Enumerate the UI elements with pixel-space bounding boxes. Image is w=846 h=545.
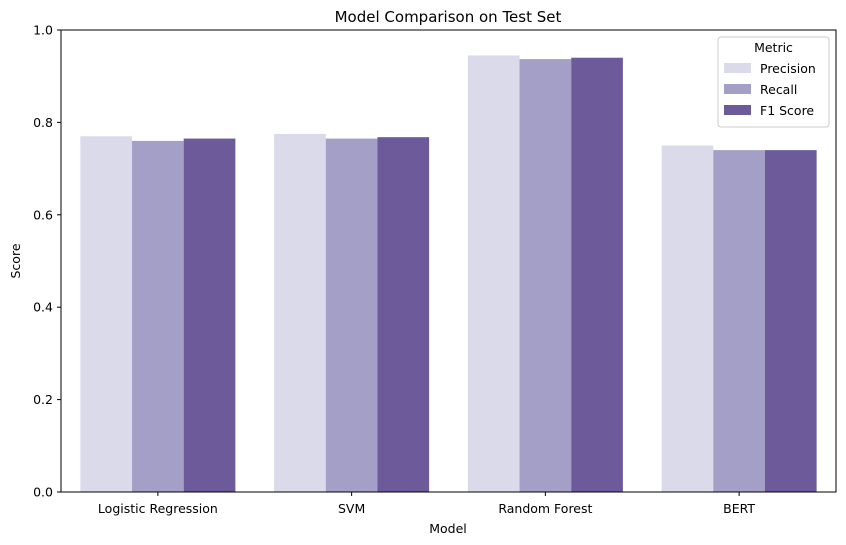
x-axis: Logistic Regression SVM Random Forest BERT	[98, 492, 755, 516]
legend-swatch	[724, 63, 751, 73]
x-axis-label: Model	[429, 521, 467, 536]
legend-entry: Recall	[760, 82, 797, 97]
y-tick-label: 0.4	[33, 300, 53, 315]
x-tick-label: BERT	[723, 501, 755, 516]
y-axis: 0.0 0.2 0.4 0.6 0.8 1.0	[33, 23, 61, 500]
bar	[764, 150, 817, 492]
bar	[132, 140, 184, 492]
bar	[661, 145, 714, 492]
bar	[80, 136, 133, 492]
legend-entry: F1 Score	[760, 103, 814, 118]
legend-entry: Precision	[760, 61, 816, 76]
legend: Metric Precision Recall F1 Score	[717, 36, 830, 128]
bar	[467, 55, 520, 492]
x-tick-label: Random Forest	[498, 501, 592, 516]
legend-swatch	[724, 105, 751, 115]
legend-box	[717, 36, 830, 128]
bar	[183, 138, 236, 492]
x-tick-label: SVM	[338, 501, 365, 516]
legend-swatch	[724, 84, 751, 94]
x-tick-label: Logistic Regression	[98, 501, 218, 516]
bar	[571, 57, 623, 492]
bar	[377, 137, 430, 492]
y-tick-label: 0.8	[33, 115, 53, 130]
y-tick-label: 1.0	[33, 23, 53, 38]
y-axis-label: Score	[8, 243, 23, 278]
plot-area	[60, 29, 837, 493]
legend-title: Metric	[754, 40, 793, 55]
bar	[713, 150, 765, 492]
plot-frame	[60, 29, 837, 493]
bar	[325, 138, 378, 492]
bar	[274, 133, 326, 492]
chart-title: Model Comparison on Test Set	[335, 8, 562, 26]
bar	[519, 59, 572, 493]
y-tick-label: 0.0	[33, 485, 53, 500]
y-tick-label: 0.2	[33, 392, 53, 407]
y-tick-label: 0.6	[33, 207, 53, 222]
